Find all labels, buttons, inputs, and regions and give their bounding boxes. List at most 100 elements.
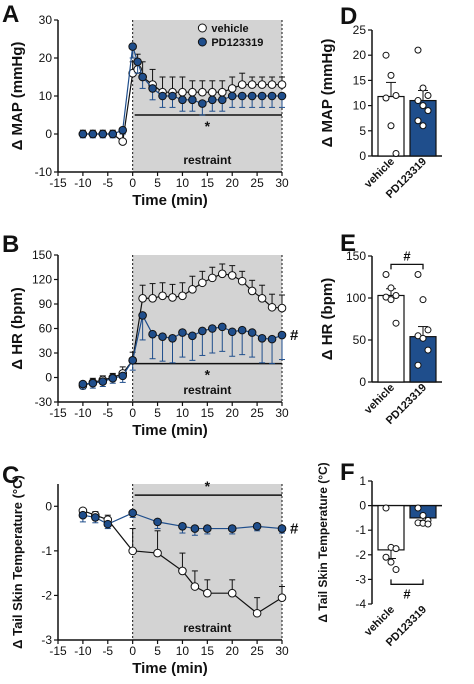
data-point-vehicle: [252, 608, 262, 618]
y-tick-label: 0: [359, 375, 366, 389]
data-point-vehicle: [237, 276, 247, 286]
data-point-pd123319: [158, 91, 167, 101]
data-point-pd123319: [148, 329, 157, 339]
y-tick-label: -1: [355, 523, 366, 537]
data-point-pd123319: [198, 99, 207, 108]
data-point-pd123319: [227, 91, 237, 101]
data-point-vehicle: [178, 566, 187, 576]
x-tick-label: 30: [275, 406, 289, 420]
significance-marker: *: [205, 478, 211, 494]
data-point-vehicle: [277, 593, 287, 602]
x-axis-label: Time (min): [132, 192, 208, 209]
data-point-vehicle: [208, 273, 217, 283]
y-tick-label: -10: [35, 165, 53, 179]
individual-point: [414, 361, 422, 369]
data-point-vehicle: [247, 286, 257, 296]
individual-point: [424, 326, 432, 334]
data-point-pd123319: [178, 328, 187, 337]
bar-vehicle: [377, 294, 405, 383]
individual-point: [419, 84, 427, 92]
significance-marker: #: [403, 586, 411, 601]
y-tick-label: 1: [359, 474, 366, 488]
individual-point: [414, 504, 422, 512]
restraint-label: restraint: [183, 153, 231, 167]
individual-point: [392, 319, 400, 327]
data-point-pd123319: [98, 377, 108, 386]
panel-letter: C: [2, 462, 19, 489]
data-point-pd123319: [148, 84, 157, 93]
panel-letter: F: [340, 459, 355, 486]
y-tick-label: -1: [41, 544, 52, 558]
y-axis-label: Δ HR (bpm): [319, 278, 336, 360]
x-tick-label: 0: [129, 406, 136, 420]
data-point-pd123319: [227, 327, 237, 337]
data-point-pd123319: [178, 522, 187, 531]
significance-marker: *: [205, 118, 211, 134]
panel-letter: E: [340, 230, 356, 257]
y-tick-label: 50: [353, 333, 367, 347]
data-point-pd123319: [78, 129, 88, 139]
chart-panel-b: B -30 0 30 60 90 120 150 -15 -10 -5 0 5 10 15 20 25 30 Tim…: [2, 231, 299, 439]
y-tick-label: 5: [359, 124, 366, 138]
x-tick-label: -5: [102, 176, 113, 190]
end-significance-marker: #: [290, 521, 299, 538]
x-tick-label: 5: [154, 176, 161, 190]
data-point-pd123319: [198, 326, 207, 336]
data-point-vehicle: [257, 293, 267, 303]
y-tick-label: 120: [32, 273, 52, 287]
y-tick-label: -4: [355, 597, 366, 611]
data-point-pd123319: [277, 91, 287, 101]
data-point-pd123319: [190, 524, 200, 533]
data-point-vehicle: [277, 303, 287, 313]
individual-point: [382, 553, 390, 561]
data-point-vehicle: [217, 269, 227, 279]
individual-point: [392, 566, 400, 574]
significance-marker: #: [403, 248, 411, 263]
data-point-pd123319: [247, 91, 257, 101]
data-point-vehicle: [168, 293, 177, 302]
x-tick-label: 25: [250, 176, 264, 190]
individual-point: [392, 149, 400, 157]
y-tick-label: 60: [39, 322, 53, 336]
x-tick-label: 25: [250, 644, 264, 658]
data-point-pd123319: [203, 524, 212, 533]
individual-point: [419, 511, 427, 519]
data-point-pd123319: [128, 508, 137, 518]
y-tick-label: 20: [353, 48, 367, 62]
data-point-pd123319: [128, 42, 137, 51]
data-point-vehicle: [138, 293, 147, 303]
data-point-pd123319: [217, 95, 227, 105]
series-line-vehicle: [82, 68, 282, 143]
individual-point: [387, 122, 395, 130]
y-tick-label: 15: [353, 73, 367, 87]
individual-point: [419, 102, 427, 110]
data-point-vehicle: [203, 588, 212, 598]
y-tick-label: 10: [353, 99, 367, 113]
data-point-pd123319: [138, 72, 147, 82]
individual-point: [424, 520, 432, 528]
data-point-pd123319: [78, 510, 88, 520]
data-point-pd123319: [153, 517, 162, 527]
y-tick-label: -2: [355, 548, 366, 562]
data-point-pd123319: [227, 524, 237, 533]
restraint-shading: [132, 255, 282, 402]
y-tick-label: 30: [39, 346, 53, 360]
individual-point: [382, 504, 390, 512]
bar-vehicle: [377, 505, 405, 551]
y-axis-label: Δ MAP (mmHg): [319, 39, 336, 148]
x-axis-label: Time (min): [132, 660, 208, 677]
individual-point: [392, 92, 400, 100]
data-point-vehicle: [257, 80, 267, 89]
data-point-vehicle: [227, 84, 237, 93]
data-point-pd123319: [217, 322, 227, 332]
legend-swatch: [197, 37, 207, 47]
individual-point: [414, 46, 422, 54]
individual-point: [414, 97, 422, 105]
series-line-pd123319: [82, 46, 282, 135]
x-tick-label: 30: [275, 644, 289, 658]
data-point-vehicle: [277, 80, 287, 89]
individual-point: [392, 291, 400, 299]
data-point-vehicle: [188, 87, 197, 97]
individual-point: [387, 296, 395, 304]
